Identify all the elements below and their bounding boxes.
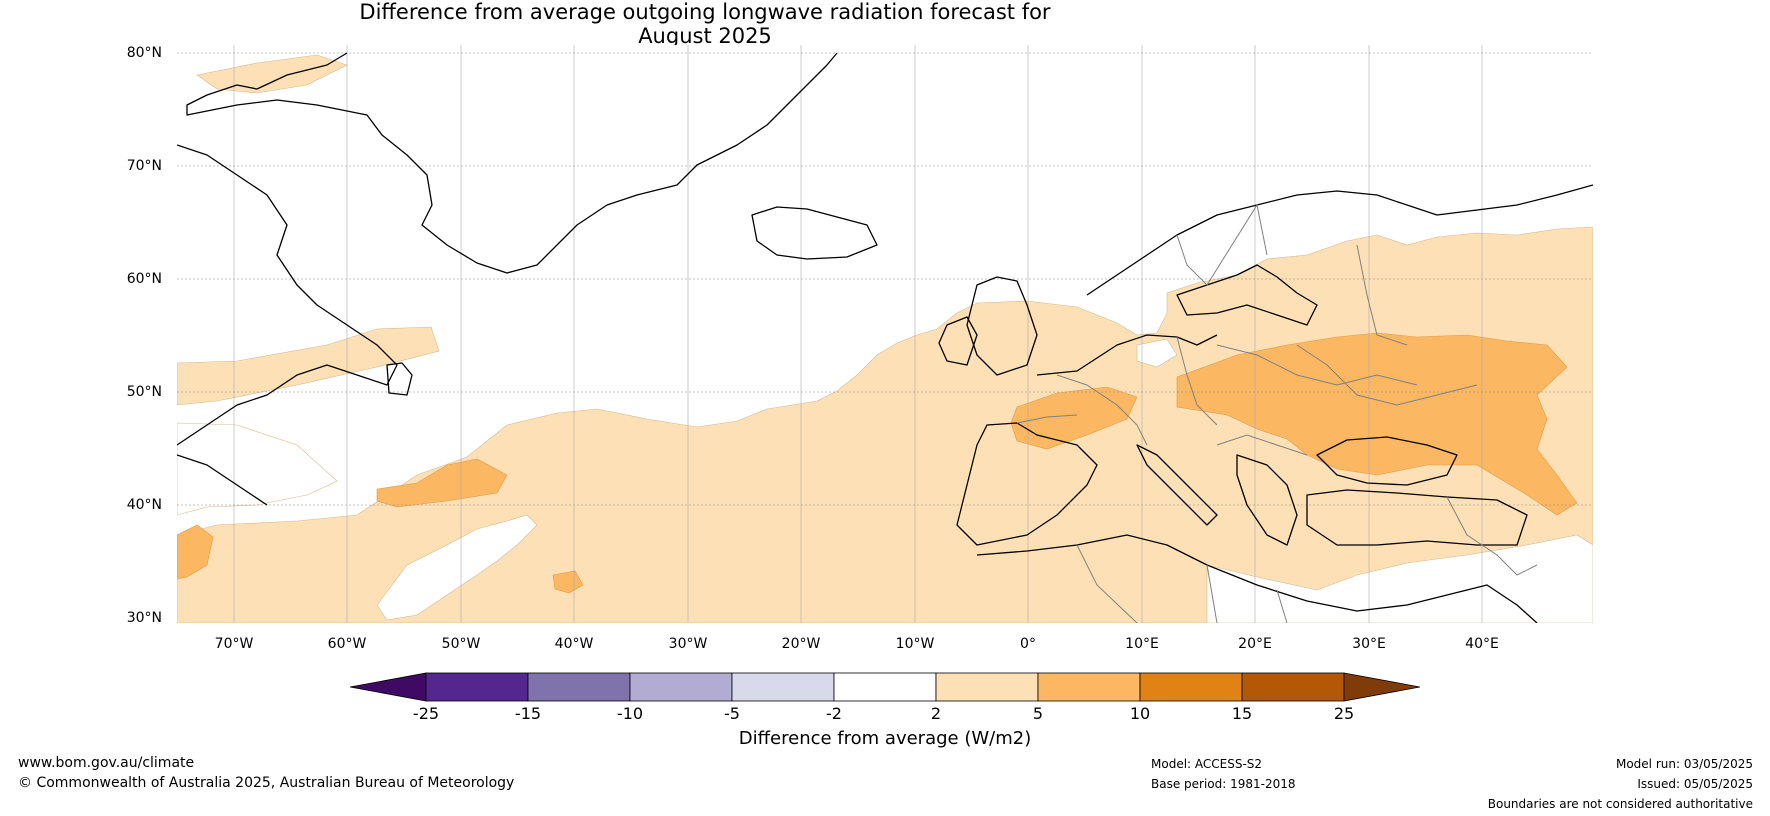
border-russia — [1356, 244, 1408, 346]
colorbar-tick-label: 25 — [1333, 704, 1355, 723]
colorbar-segment — [935, 672, 1039, 702]
colorbar-tick-label: 5 — [1032, 704, 1044, 723]
colorbar-segments — [350, 672, 1420, 702]
lat-label-80n: 80°N — [126, 45, 162, 61]
colorbar-tick-label: -25 — [412, 704, 440, 723]
map-title: Difference from average outgoing longwav… — [0, 0, 1410, 48]
lon-label-0: 0° — [1020, 636, 1036, 652]
coast-western-europe — [1036, 334, 1218, 376]
border-scandinavia — [1176, 203, 1268, 286]
colorbar-tick-label: -2 — [826, 704, 842, 723]
coast-turkey — [1306, 489, 1528, 546]
lon-label-30e: 30°E — [1352, 636, 1386, 652]
coast-balkans-greece — [1236, 454, 1298, 546]
anomaly-region-small-atlantic — [552, 570, 584, 594]
colorbar-tick-label: 2 — [930, 704, 942, 723]
border-north-africa — [1076, 544, 1288, 623]
anomaly-medium-layer — [177, 332, 1578, 594]
lat-label-60n: 60°N — [126, 271, 162, 287]
colorbar-segment — [731, 672, 835, 702]
coast-canada — [177, 144, 398, 446]
neutral-hole-canada — [177, 422, 338, 516]
lon-label-20e: 20°E — [1238, 636, 1272, 652]
neutral-hole-mediterranean — [1206, 534, 1593, 623]
lat-label-50n: 50°N — [126, 384, 162, 400]
border-balkans — [1216, 434, 1308, 456]
footer-copyright: © Commonwealth of Australia 2025, Austra… — [18, 775, 515, 791]
coast-iberia — [956, 422, 1098, 546]
border-middle-east — [1446, 496, 1538, 576]
anomaly-region-greenland-coast — [196, 54, 348, 94]
footer-base-period: Base period: 1981-2018 — [1151, 777, 1296, 791]
neutral-holes-layer — [177, 338, 1593, 623]
coast-british-isles — [966, 276, 1038, 376]
coast-north-america-south — [177, 454, 268, 506]
coast-africa — [976, 534, 1538, 623]
neutral-hole-azores — [376, 514, 538, 621]
border-germany-poland — [1176, 336, 1218, 426]
border-france-germany — [1056, 374, 1148, 446]
anomaly-region-west-atlantic — [177, 524, 214, 580]
colorbar-tick-label: -5 — [724, 704, 740, 723]
border-spain-france — [1016, 414, 1078, 424]
colorbar-arrow-high — [1343, 672, 1420, 702]
lon-label-70w: 70°W — [214, 636, 254, 652]
lon-label-50w: 50°W — [441, 636, 481, 652]
colorbar-segment — [1241, 672, 1345, 702]
lon-label-10e: 10°E — [1125, 636, 1159, 652]
map-title-line-1: Difference from average outgoing longwav… — [359, 0, 1051, 24]
colorbar-tick-label: 15 — [1231, 704, 1253, 723]
coast-scandinavia — [1086, 184, 1593, 296]
lon-label-10w: 10°W — [895, 636, 935, 652]
lon-label-20w: 20°W — [781, 636, 821, 652]
colorbar-tick-label: -15 — [514, 704, 542, 723]
graticule — [177, 52, 1593, 506]
border-ukraine — [1296, 344, 1478, 406]
footer-issued: Issued: 05/05/2025 — [1637, 777, 1753, 791]
coastlines — [177, 52, 1593, 623]
coast-italy — [1136, 444, 1218, 526]
colorbar-label: Difference from average (W/m2) — [738, 728, 1032, 749]
lat-label-30n: 30°N — [126, 610, 162, 626]
coast-ireland — [938, 316, 978, 366]
colorbar-segment — [833, 672, 937, 702]
anomaly-region-eastern-europe — [1176, 332, 1578, 516]
neutral-hole-iceland-gap — [1136, 338, 1178, 368]
anomaly-region-france — [1010, 386, 1138, 450]
coast-greenland — [186, 52, 838, 274]
lon-label-40w: 40°W — [554, 636, 594, 652]
coast-newfoundland — [386, 362, 413, 396]
meridians — [233, 45, 1483, 623]
colorbar-tick-label: -10 — [616, 704, 644, 723]
lon-label-30w: 30°W — [668, 636, 708, 652]
border-central-europe — [1216, 344, 1418, 386]
coast-baltic — [1176, 264, 1318, 326]
country-borders — [1016, 203, 1538, 623]
colorbar — [350, 672, 1420, 702]
lon-label-40e: 40°E — [1465, 636, 1499, 652]
footer-disclaimer: Boundaries are not considered authoritat… — [1487, 797, 1753, 811]
anomaly-region-mid-atlantic — [376, 458, 508, 508]
footer-url: www.bom.gov.au/climate — [18, 755, 195, 771]
anomaly-map — [177, 45, 1593, 623]
colorbar-segment — [527, 672, 631, 702]
colorbar-segment — [629, 672, 733, 702]
lat-label-40n: 40°N — [126, 497, 162, 513]
footer-model-run: Model run: 03/05/2025 — [1615, 757, 1753, 771]
lat-label-70n: 70°N — [126, 158, 162, 174]
colorbar-tick-label: 10 — [1129, 704, 1151, 723]
map-title-line-2: August 2025 — [638, 24, 772, 48]
coast-black-sea — [1316, 436, 1458, 486]
lon-label-60w: 60°W — [327, 636, 367, 652]
map-panel — [177, 45, 1593, 623]
colorbar-segment — [425, 672, 529, 702]
colorbar-segment — [1139, 672, 1243, 702]
colorbar-segment — [1037, 672, 1141, 702]
colorbar-arrow-low — [350, 672, 427, 702]
coast-iceland — [751, 206, 878, 260]
footer-model: Model: ACCESS-S2 — [1151, 757, 1263, 771]
